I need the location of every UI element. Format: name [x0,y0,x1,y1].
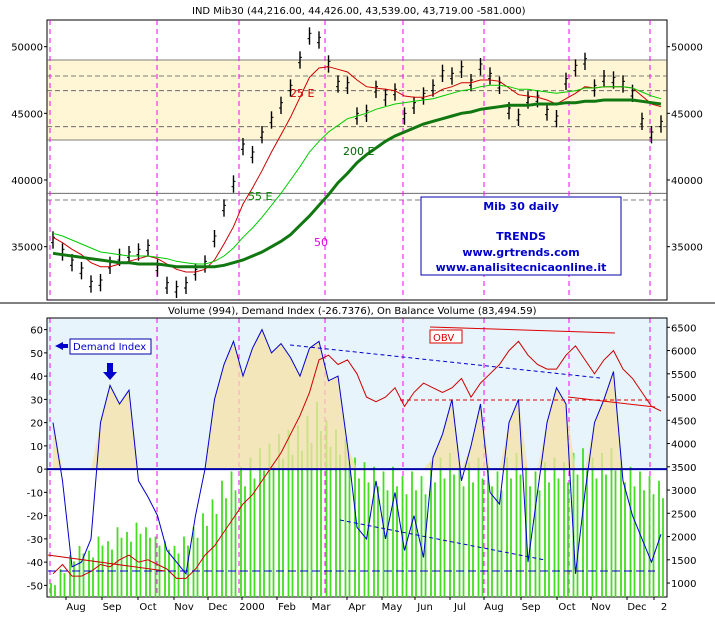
ma-55-line [52,84,662,265]
x-tick-label: Aug [66,602,86,613]
price-panel-title: IND Mib30 (44,216.00, 44,426.00, 43,539.… [192,6,526,17]
cycle-label: 50 [314,236,328,249]
info-box-url-1: www.grtrends.com [462,246,579,259]
y-tick-right: 1500 [671,556,696,567]
y-tick-right: 6500 [671,323,696,334]
obv-trendline [47,554,166,572]
y-tick-right: 5500 [671,370,696,381]
indicator-panel-frame [46,317,668,598]
y-tick-left: 0 [37,465,43,476]
demand-index-line [52,328,662,575]
x-tick-label: Apr [348,602,366,613]
y-tick-left: -50 [27,581,43,592]
obv-trendline [429,326,616,334]
y-tick-right: 2000 [671,533,696,544]
obv-label: OBV [433,333,454,344]
y-tick-right: 35000 [671,243,703,254]
price-panel-frame [46,19,668,301]
demand-index-label-box [69,338,152,355]
x-tick-label: Nov [591,602,611,613]
y-tick-right: 4500 [671,416,696,427]
y-tick-left: -30 [27,535,43,546]
y-tick-left: 60 [30,326,43,337]
x-tick-label: Aug [484,602,504,613]
demand-index-area [53,329,661,470]
y-tick-right: 6000 [671,347,696,358]
y-tick-right: 5000 [671,393,696,404]
y-tick-left: 30 [30,395,43,406]
info-box [420,196,622,276]
x-tick-label: Jun [416,602,433,613]
y-tick-left: 50000 [11,43,43,54]
y-tick-right: 4000 [671,440,696,451]
demand-index-label: Demand Index [73,342,146,353]
y-tick-left: 50 [30,349,43,360]
x-tick-label: May [382,602,403,613]
y-tick-left: 45000 [11,109,43,120]
y-tick-left: -10 [27,488,43,499]
y-tick-left: 40000 [11,176,43,187]
y-tick-right: 50000 [671,43,703,54]
x-tick-label: Dec [208,602,227,613]
y-tick-right: 1000 [671,579,696,590]
price-band [47,60,667,140]
info-box-trends: TRENDS [496,230,546,243]
x-tick-label: Sep [103,602,122,613]
x-tick-label: Nov [174,602,194,613]
obv-line [52,340,662,579]
y-tick-right: 3000 [671,486,696,497]
x-tick-label: Oct [139,602,156,613]
y-tick-right: 3500 [671,463,696,474]
y-tick-right: 40000 [671,176,703,187]
ma-55-label: 55 E [248,190,272,203]
ma-25-label: 25 E [290,87,314,100]
y-tick-right: 45000 [671,109,703,120]
left-arrow-icon [55,342,68,350]
x-tick-label: Mar [312,602,332,613]
y-tick-left: 20 [30,419,43,430]
x-tick-label: Feb [278,602,296,613]
ma-200-label: 200 E [343,145,374,158]
x-tick-label: 2000 [239,602,264,613]
info-box-url-2: www.analisitecnicaonline.it [436,261,607,274]
y-tick-left: 35000 [11,243,43,254]
demand-trendline [289,344,601,379]
x-tick-label: Sep [522,602,541,613]
x-tick-label: Oct [558,602,575,613]
y-tick-left: -20 [27,512,43,523]
obv-trendline [567,396,656,408]
y-tick-right: 2500 [671,509,696,520]
indicator-panel-title: Volume (994), Demand Index (-26.7376), O… [168,306,537,317]
y-tick-left: -40 [27,558,43,569]
y-tick-left: 10 [30,442,43,453]
x-tick-label: Jul [453,602,466,613]
ma-200-line [52,98,662,269]
x-tick-label: 2 [661,602,667,613]
y-tick-left: 40 [30,372,43,383]
info-box-title: Mib 30 daily [483,200,559,213]
x-tick-label: Dec [627,602,646,613]
obv-label-box [429,329,463,344]
down-arrow-icon [103,363,117,380]
